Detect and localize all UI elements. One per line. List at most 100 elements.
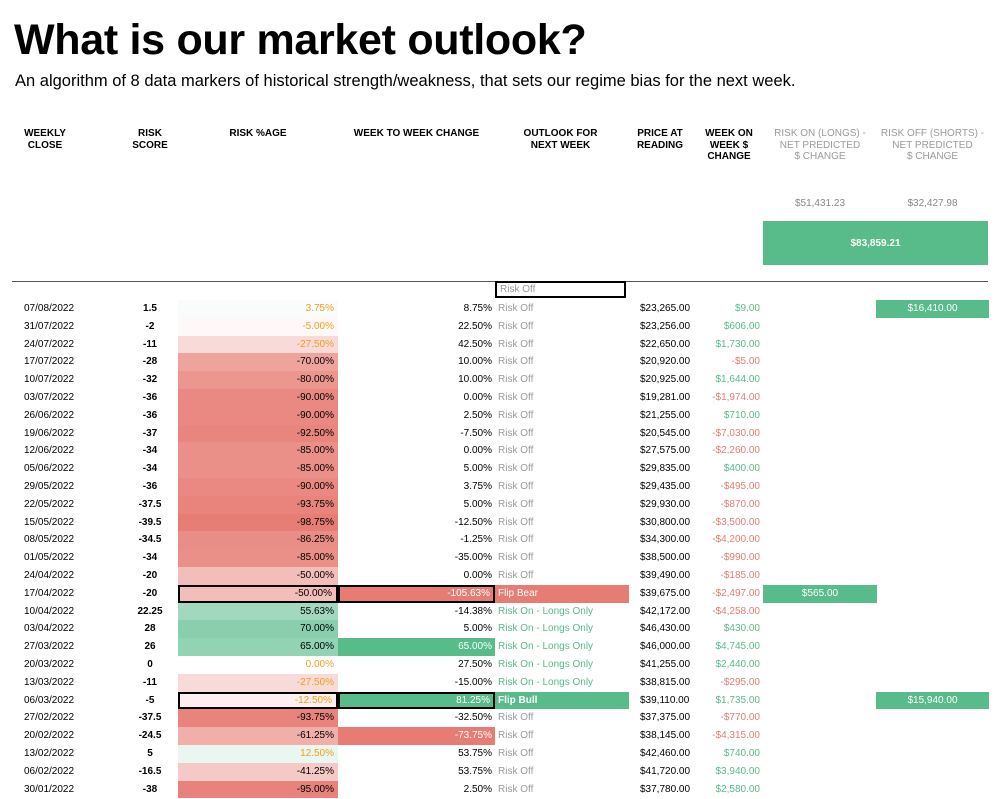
risk-off-net-change[interactable]	[876, 620, 989, 638]
risk-on-net-change[interactable]	[763, 709, 877, 727]
week-to-week-change[interactable]: 3.75%	[463, 480, 492, 492]
risk-off-net-change[interactable]	[876, 478, 989, 496]
outlook-next-week[interactable]: Risk Off	[498, 303, 534, 314]
weekly-close-date[interactable]: 29/05/2022	[24, 480, 75, 492]
risk-percentage[interactable]: -50.00%	[178, 566, 338, 585]
risk-score[interactable]: -32	[142, 374, 158, 386]
risk-percentage[interactable]: -85.00%	[178, 460, 338, 478]
risk-percentage[interactable]: -85.00%	[178, 442, 338, 461]
week-to-week-change[interactable]: 53.75%	[458, 747, 492, 759]
week-dollar-change[interactable]: -$5.00	[731, 356, 760, 368]
outlook-next-week[interactable]: Risk Off	[498, 480, 534, 492]
week-to-week-change[interactable]: -14.38%	[454, 605, 492, 617]
price-at-reading[interactable]: $22,650.00	[640, 338, 691, 350]
outlook-next-week[interactable]: Risk Off	[498, 552, 534, 564]
risk-score[interactable]: -28	[142, 356, 158, 368]
week-to-week-change[interactable]: 5.00%	[463, 463, 492, 475]
week-to-week-change[interactable]: -7.50%	[460, 427, 492, 439]
risk-score[interactable]: -34	[142, 445, 158, 457]
week-to-week-change[interactable]: 22.50%	[458, 320, 492, 332]
risk-on-net-change[interactable]	[763, 336, 877, 354]
risk-on-net-change[interactable]	[763, 496, 877, 514]
week-to-week-change[interactable]: -15.00%	[454, 676, 492, 688]
risk-off-net-change[interactable]	[876, 549, 989, 567]
week-to-week-change[interactable]: -12.50%	[454, 516, 492, 528]
weekly-close-date[interactable]: 26/06/2022	[24, 409, 75, 421]
risk-on-net-change[interactable]	[763, 620, 877, 638]
risk-percentage[interactable]: -27.50%	[178, 335, 338, 354]
week-to-week-change[interactable]: 53.75%	[458, 765, 492, 777]
risk-on-net-change[interactable]	[763, 460, 877, 478]
outlook-next-week[interactable]: Risk Off	[498, 534, 534, 546]
price-at-reading[interactable]: $39,675.00	[640, 587, 691, 599]
weekly-close-date[interactable]: 07/08/2022	[24, 303, 75, 314]
risk-on-net-change[interactable]	[763, 514, 877, 532]
risk-on-net-change[interactable]	[763, 478, 877, 496]
price-at-reading[interactable]: $34,300.00	[640, 534, 691, 546]
risk-off-net-change[interactable]	[876, 371, 989, 389]
week-dollar-change[interactable]: -$3,500.00	[712, 516, 760, 528]
week-to-week-change[interactable]: 42.50%	[458, 338, 492, 350]
weekly-close-date[interactable]: 19/06/2022	[24, 427, 75, 439]
risk-percentage[interactable]: 65.00%	[178, 638, 338, 656]
week-dollar-change[interactable]: -$2,260.00	[712, 445, 760, 457]
risk-on-net-change[interactable]	[763, 371, 877, 389]
risk-off-net-change[interactable]	[876, 442, 989, 460]
risk-off-net-change[interactable]	[876, 638, 989, 656]
risk-score[interactable]: -16.5	[138, 765, 162, 777]
outlook-next-week[interactable]: Risk Off	[498, 391, 534, 403]
price-at-reading[interactable]: $42,172.00	[640, 605, 691, 617]
risk-score[interactable]: -34	[142, 463, 158, 475]
outlook-next-week[interactable]: Risk Off	[498, 356, 534, 368]
week-dollar-change[interactable]: $9.00	[734, 303, 760, 314]
risk-on-net-change[interactable]	[763, 353, 877, 371]
weekly-close-date[interactable]: 08/05/2022	[24, 534, 75, 546]
risk-percentage[interactable]: 70.00%	[178, 620, 338, 639]
risk-score[interactable]: -11	[143, 676, 157, 688]
risk-off-net-change[interactable]	[876, 603, 989, 621]
risk-percentage[interactable]: -12.50%	[178, 691, 338, 710]
risk-off-net-change[interactable]	[876, 460, 989, 478]
risk-off-net-change[interactable]	[876, 389, 989, 407]
risk-on-net-change[interactable]	[763, 674, 877, 692]
weekly-close-date[interactable]: 17/07/2022	[24, 356, 75, 368]
weekly-close-date[interactable]: 15/05/2022	[24, 516, 75, 528]
outlook-next-week[interactable]: Risk Off	[498, 747, 534, 759]
outlook-next-week[interactable]: Risk Off	[498, 374, 534, 386]
risk-percentage[interactable]: -5.00%	[178, 317, 338, 336]
risk-score[interactable]: 26	[144, 641, 156, 653]
risk-percentage[interactable]: 0.00%	[178, 655, 338, 674]
risk-percentage[interactable]: -95.00%	[178, 780, 338, 799]
risk-off-net-change[interactable]	[876, 585, 989, 603]
price-at-reading[interactable]: $39,110.00	[640, 694, 690, 706]
week-dollar-change[interactable]: -$990.00	[720, 552, 760, 564]
week-dollar-change[interactable]: $2,580.00	[715, 783, 761, 795]
risk-percentage[interactable]: 12.50%	[178, 744, 338, 763]
price-at-reading[interactable]: $37,780.00	[640, 783, 691, 795]
week-to-week-change[interactable]: 8.75%	[463, 303, 492, 314]
risk-off-net-change[interactable]	[876, 496, 989, 514]
price-at-reading[interactable]: $20,920.00	[640, 356, 691, 368]
risk-percentage[interactable]: -27.50%	[178, 673, 338, 692]
risk-percentage[interactable]: -98.75%	[178, 513, 338, 532]
risk-score[interactable]: -20	[142, 569, 158, 581]
risk-score[interactable]: -37	[142, 427, 158, 439]
risk-percentage[interactable]: -90.00%	[178, 388, 338, 407]
risk-score[interactable]: 5	[147, 747, 153, 759]
risk-score[interactable]: 28	[144, 623, 156, 635]
risk-percentage[interactable]: 55.63%	[178, 602, 338, 621]
price-at-reading[interactable]: $29,835.00	[640, 463, 691, 475]
outlook-next-week[interactable]: Risk Off	[498, 516, 534, 528]
price-at-reading[interactable]: $20,925.00	[640, 374, 691, 386]
week-to-week-change[interactable]: 2.50%	[463, 783, 492, 795]
risk-score[interactable]: -11	[143, 338, 157, 350]
week-dollar-change[interactable]: -$185.00	[720, 569, 760, 581]
price-at-reading[interactable]: $41,720.00	[640, 765, 691, 777]
week-to-week-change[interactable]: -35.00%	[454, 552, 492, 564]
weekly-close-date[interactable]: 20/03/2022	[24, 658, 75, 670]
week-to-week-change[interactable]: 10.00%	[458, 374, 492, 386]
risk-on-net-change[interactable]	[763, 692, 877, 710]
risk-on-net-change[interactable]	[763, 425, 877, 443]
outlook-next-week[interactable]: Risk Off	[498, 730, 534, 742]
week-dollar-change[interactable]: $1,644.00	[715, 374, 761, 386]
